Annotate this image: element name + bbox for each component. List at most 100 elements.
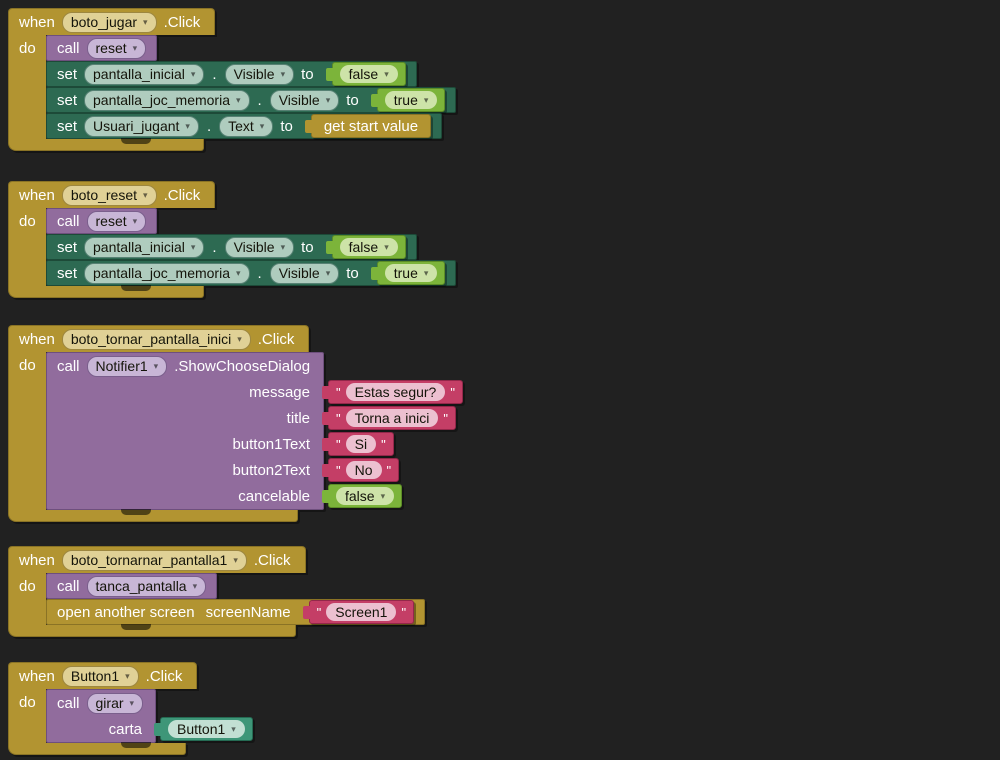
component-dropdown[interactable]: Button1 ▾ (168, 720, 245, 738)
dot-separator: . (257, 91, 262, 109)
to-label: to (346, 91, 359, 109)
event-component-dropdown[interactable]: boto_jugar ▾ (61, 11, 157, 33)
logic-true-block[interactable]: true ▾ (370, 261, 446, 285)
procedure-dropdown[interactable]: girar ▾ (86, 692, 144, 714)
call-girar-block[interactable]: call girar ▾ carta Button1 ▾ (46, 689, 253, 743)
text-field[interactable]: Screen1 (326, 603, 397, 621)
component-value-block[interactable]: Button1 ▾ (154, 717, 253, 741)
component-dropdown[interactable]: pantalla_joc_memoria ▾ (84, 262, 250, 284)
set-property-block[interactable]: set pantalla_joc_memoria ▾ . Visible ▾ t… (46, 260, 457, 286)
text-field[interactable]: No (345, 461, 382, 479)
call-procedure-block[interactable]: call tanca_pantalla ▾ (46, 573, 218, 599)
close-quote: " (401, 604, 407, 620)
when-boto-tornarnar-pantalla1-block[interactable]: when boto_tornarnar_pantalla1 ▾ .Click d… (8, 546, 426, 637)
property-dropdown[interactable]: Text ▾ (219, 115, 274, 137)
do-section: do (8, 208, 46, 286)
when-boto-jugar-block[interactable]: when boto_jugar ▾ .Click do call reset ▾ (8, 8, 457, 151)
dot-separator: . (212, 238, 217, 256)
event-name-label: .Click (145, 667, 183, 685)
text-string-block[interactable]: " Torna a inici " (322, 406, 456, 430)
event-header[interactable]: when boto_jugar ▾ .Click (8, 8, 216, 35)
procedure-dropdown[interactable]: tanca_pantalla ▾ (86, 575, 207, 597)
text-value: Estas segur? (354, 384, 437, 400)
logic-true-block[interactable]: true ▾ (370, 88, 446, 112)
property-name: Visible (233, 66, 275, 82)
event-component-dropdown[interactable]: boto_tornarnar_pantalla1 ▾ (61, 549, 247, 571)
open-quote: " (336, 410, 341, 426)
close-quote: " (443, 410, 448, 426)
component-name: pantalla_inicial (93, 239, 185, 255)
set-property-block[interactable]: set Usuari_jugant ▾ . Text ▾ to get star… (46, 113, 443, 139)
event-name-label: .Click (163, 186, 201, 204)
when-boto-tornar-pantalla-inici-block[interactable]: when boto_tornar_pantalla_inici ▾ .Click… (8, 325, 463, 522)
get-start-value-block[interactable]: get start value (304, 114, 432, 138)
when-label: when (19, 667, 55, 685)
component-dropdown[interactable]: Usuari_jugant ▾ (84, 115, 199, 137)
logic-false-block[interactable]: false ▾ (325, 235, 406, 259)
param-name-label: carta (108, 720, 142, 738)
text-string-block[interactable]: " Screen1 " (302, 600, 415, 624)
property-dropdown[interactable]: Visible ▾ (269, 89, 340, 111)
property-dropdown[interactable]: Visible ▾ (224, 63, 295, 85)
open-quote: " (336, 462, 341, 478)
to-label: to (346, 264, 359, 282)
call-procedure-block[interactable]: call reset ▾ (46, 208, 158, 234)
set-property-block[interactable]: set pantalla_inicial ▾ . Visible ▾ to fa… (46, 61, 417, 87)
procedure-name: reset (95, 213, 127, 229)
event-header[interactable]: when boto_reset ▾ .Click (8, 181, 216, 208)
component-dropdown[interactable]: pantalla_inicial ▾ (84, 63, 205, 85)
procedure-dropdown[interactable]: reset ▾ (86, 37, 147, 59)
text-field[interactable]: Si (345, 435, 377, 453)
to-label: to (280, 117, 293, 135)
component-dropdown[interactable]: pantalla_joc_memoria ▾ (84, 89, 250, 111)
notifier-dropdown[interactable]: Notifier1 ▾ (86, 355, 168, 377)
dropdown-arrow-icon: ▾ (129, 697, 135, 708)
event-block-footer (8, 742, 186, 755)
logic-dropdown[interactable]: false ▾ (336, 487, 395, 505)
event-block-footer (8, 285, 204, 298)
text-field[interactable]: Torna a inici (345, 409, 439, 427)
call-label: call (57, 577, 80, 595)
connector-notch (121, 624, 151, 630)
set-property-block[interactable]: set pantalla_joc_memoria ▾ . Visible ▾ t… (46, 87, 457, 113)
dropdown-arrow-icon: ▾ (143, 189, 148, 200)
event-component-dropdown[interactable]: Button1 ▾ (61, 665, 139, 687)
text-string-block[interactable]: " Estas segur? " (322, 380, 463, 404)
event-header[interactable]: when boto_tornar_pantalla_inici ▾ .Click (8, 325, 310, 352)
event-header[interactable]: when boto_tornarnar_pantalla1 ▾ .Click (8, 546, 306, 573)
event-header[interactable]: when Button1 ▾ .Click (8, 662, 198, 689)
logic-false-block[interactable]: false ▾ (325, 62, 406, 86)
param-row-button1text: button1Text " Si " (47, 431, 394, 457)
event-component-name: Button1 (70, 668, 120, 684)
set-label: set (57, 65, 78, 83)
text-string-block[interactable]: " Si " (322, 432, 394, 456)
dropdown-arrow-icon: ▾ (125, 670, 130, 681)
event-component-dropdown[interactable]: boto_reset ▾ (61, 184, 157, 206)
property-dropdown[interactable]: Visible ▾ (269, 262, 340, 284)
logic-dropdown[interactable]: true ▾ (384, 264, 438, 282)
to-label: to (301, 238, 314, 256)
logic-dropdown[interactable]: true ▾ (384, 91, 438, 109)
call-procedure-block[interactable]: call reset ▾ (46, 35, 158, 61)
component-dropdown[interactable]: pantalla_inicial ▾ (84, 236, 205, 258)
logic-false-block[interactable]: false ▾ (321, 484, 403, 508)
dropdown-arrow-icon: ▾ (190, 68, 196, 79)
logic-dropdown[interactable]: false ▾ (339, 238, 398, 256)
screenname-param-label: screenName (205, 603, 291, 621)
open-another-screen-block[interactable]: open another screen screenName " Screen1… (46, 599, 426, 625)
set-property-block[interactable]: set pantalla_inicial ▾ . Visible ▾ to fa… (46, 234, 417, 260)
property-name: Visible (278, 92, 320, 108)
logic-dropdown[interactable]: false ▾ (339, 65, 398, 83)
call-label: call (57, 694, 80, 712)
event-component-dropdown[interactable]: boto_tornar_pantalla_inici ▾ (61, 328, 251, 350)
when-button1-block[interactable]: when Button1 ▾ .Click do call girar ▾ (8, 662, 253, 755)
dropdown-arrow-icon: ▾ (235, 267, 241, 278)
procedure-dropdown[interactable]: reset ▾ (86, 210, 147, 232)
property-dropdown[interactable]: Visible ▾ (224, 236, 295, 258)
text-string-block[interactable]: " No " (321, 458, 400, 482)
text-field[interactable]: Estas segur? (345, 383, 446, 401)
when-boto-reset-block[interactable]: when boto_reset ▾ .Click do call reset ▾ (8, 181, 457, 298)
component-name: pantalla_joc_memoria (93, 92, 230, 108)
call-notifier-showchoosedialog-block[interactable]: call Notifier1 ▾ .ShowChooseDialog messa… (46, 352, 463, 510)
